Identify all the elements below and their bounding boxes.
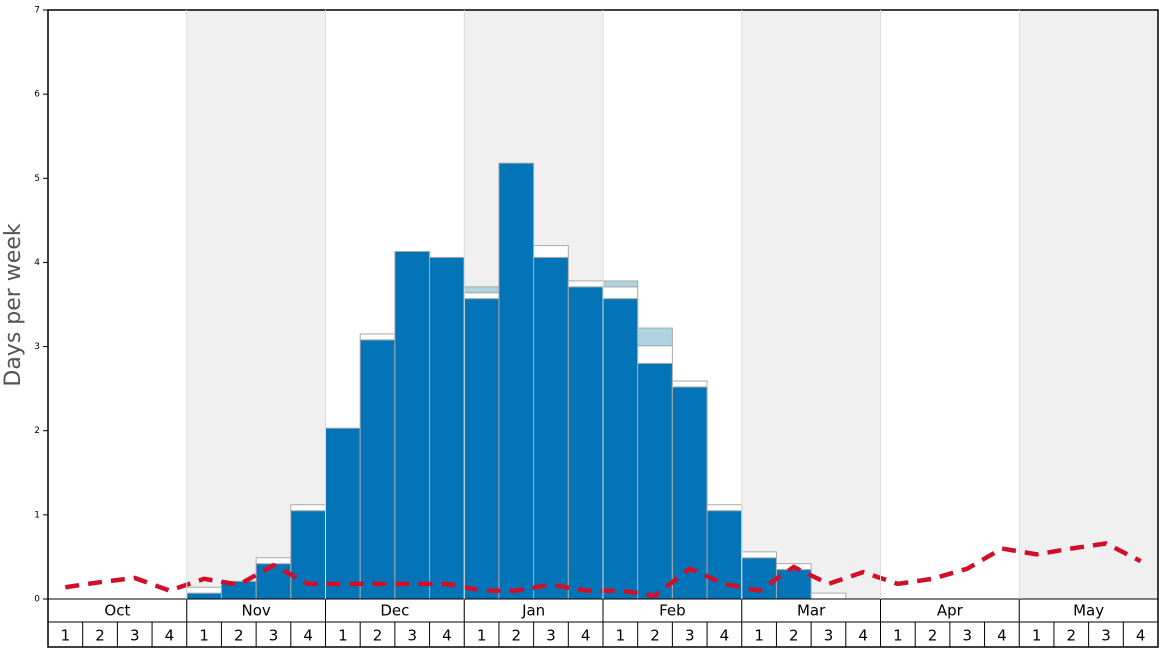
week-label: 1 [754,627,764,645]
week-label: 2 [1067,627,1077,645]
month-shade [741,10,881,599]
y-axis-label: Days per week [1,223,26,386]
y-tick-label: 6 [34,90,40,100]
bar-segment [255,563,292,600]
month-shade [1019,10,1158,599]
bar-segment [429,256,465,600]
bar-segment [463,298,500,600]
bar-segment [602,280,639,288]
week-label: 2 [373,627,383,645]
bar-segment [463,286,500,294]
week-label: 3 [962,627,972,645]
month-label: Nov [241,602,270,620]
week-label: 2 [512,627,522,645]
bar-segment [255,557,292,565]
bar-segment [533,256,569,600]
bar-segment [186,592,222,600]
bar-segment [533,245,569,258]
week-label: 1 [893,627,903,645]
bar-segment [741,551,777,559]
month-label: Apr [937,602,964,620]
bar-segment [498,162,535,600]
week-label: 4 [303,627,313,645]
week-label: 4 [997,627,1007,645]
y-tick-label: 1 [34,510,40,520]
week-label: 4 [858,627,868,645]
bar-segment [637,345,673,364]
week-label: 2 [95,627,105,645]
bar-segment [567,280,604,288]
week-label: 2 [789,627,799,645]
week-label: 3 [130,627,140,645]
week-label: 4 [442,627,452,645]
month-shade [186,10,326,599]
month-label: Dec [380,602,409,620]
week-label: 4 [165,627,175,645]
bar-segment [359,333,396,341]
week-label: 2 [234,627,244,645]
y-tick-label: 0 [34,595,40,605]
bar-segment [567,286,604,600]
month-label: Feb [659,602,686,620]
week-label: 3 [269,627,279,645]
bar-segment [775,569,812,600]
bar-segment [359,339,396,600]
bar-segment [325,427,361,600]
y-tick-label: 5 [34,174,40,184]
month-label: Jan [521,602,545,620]
month-label: Mar [797,602,826,620]
week-label: 1 [1032,627,1042,645]
bar-segment [706,504,743,512]
y-tick-label: 7 [34,6,40,16]
bar-segment [671,386,708,600]
week-label: 3 [407,627,417,645]
week-label: 1 [477,627,487,645]
bar-segment [637,362,673,600]
bar-segment [671,380,708,388]
week-label: 3 [824,627,834,645]
bar-segment [186,586,222,594]
week-label: 3 [685,627,695,645]
month-label: May [1073,602,1104,620]
bar-segment [810,592,847,600]
bar-segment [602,298,639,600]
week-label: 3 [1101,627,1111,645]
y-tick-label: 2 [34,426,40,436]
bar-segment [637,327,673,347]
week-label: 1 [616,627,626,645]
week-label: 1 [199,627,209,645]
week-label: 4 [581,627,591,645]
week-label: 4 [720,627,730,645]
week-label: 2 [650,627,660,645]
week-label: 3 [546,627,556,645]
bar-segment [394,250,431,600]
bar-segment [602,286,639,300]
bar-segment [290,504,326,512]
bar-segment [463,292,500,300]
week-label: 1 [338,627,348,645]
week-label: 4 [1136,627,1146,645]
week-label: 2 [928,627,938,645]
y-tick-label: 4 [34,258,40,268]
y-tick-label: 3 [34,342,40,352]
month-label: Oct [104,602,130,620]
week-label: 1 [61,627,71,645]
